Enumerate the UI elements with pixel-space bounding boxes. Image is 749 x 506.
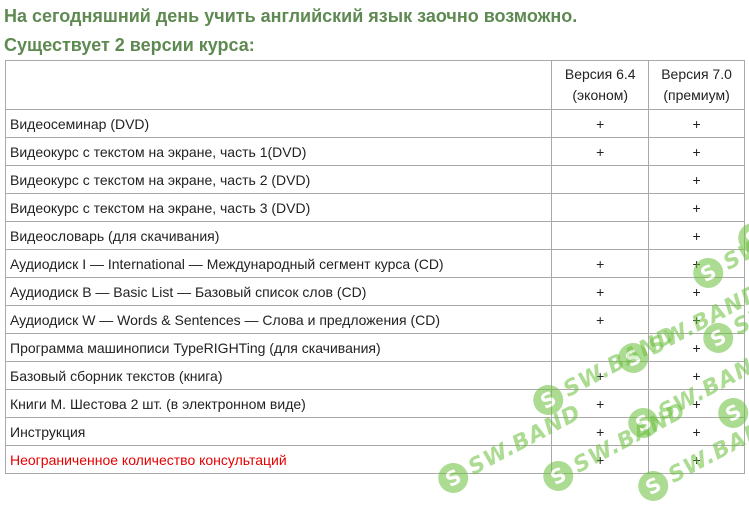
version-7-0-mark: + [648, 389, 745, 418]
version-7-0-mark: + [648, 277, 745, 306]
version-7-0-mark: + [648, 165, 745, 194]
row-label: Книги М. Шестова 2 шт. (в электронном ви… [4, 389, 553, 418]
version-6-4-mark [551, 333, 650, 362]
table-row: Инструкция + + [4, 417, 745, 446]
version-6-4-mark: + [551, 389, 650, 418]
version-6-4-mark [551, 193, 650, 222]
table-row: Базовый сборник текстов (книга) + + [4, 361, 745, 390]
version-7-0-mark: + [648, 445, 745, 474]
version-7-0-mark: + [648, 193, 745, 222]
table-row: Аудиодиск W — Words & Sentences — Слова … [4, 305, 745, 334]
table-row: Видеосеминар (DVD) + + [4, 109, 745, 138]
table-row: Аудиодиск B — Basic List — Базовый списо… [4, 277, 745, 306]
version-7-0-mark: + [648, 417, 745, 446]
version-6-4-mark: + [551, 417, 650, 446]
version-7-0-mark: + [648, 249, 745, 278]
row-label: Видеокурс с текстом на экране, часть 3 (… [4, 193, 553, 222]
row-label: Видеосеминар (DVD) [4, 109, 553, 138]
table-body: Видеосеминар (DVD) + + Видеокурс с текстом … [4, 109, 745, 474]
version-6-4-mark [551, 221, 650, 250]
table-row: Книги М. Шестова 2 шт. (в электронном ви… [4, 389, 745, 418]
heading-line-2: Существует 2 версии курса: [4, 35, 255, 55]
version-6-4-mark: + [551, 361, 650, 390]
header-version-7-0-subtitle: (премиум) [663, 87, 730, 103]
table-row: Видеословарь (для скачивания) + [4, 221, 745, 250]
version-6-4-mark: + [551, 305, 650, 334]
row-label: Аудиодиск I — International — Международ… [4, 249, 553, 278]
row-label: Базовый сборник текстов (книга) [4, 361, 553, 390]
header-version-7-0: Версия 7.0 (премиум) [648, 60, 745, 110]
row-label: Видеокурс с текстом на экране, часть 1(D… [4, 137, 553, 166]
version-7-0-mark: + [648, 109, 745, 138]
table-row: Неограниченное количество консультаций + + [4, 445, 745, 474]
header-version-6-4-title: Версия 6.4 [564, 66, 636, 82]
table-row: Видеокурс с текстом на экране, часть 2 (… [4, 165, 745, 194]
header-version-7-0-title: Версия 7.0 [661, 66, 732, 82]
table-row: Аудиодиск I — International — Международ… [4, 249, 745, 278]
header-version-6-4: Версия 6.4 (эконом) [551, 60, 650, 110]
version-6-4-mark: + [551, 277, 650, 306]
row-label: Видеокурс с текстом на экране, часть 2 (… [4, 165, 553, 194]
version-6-4-mark: + [551, 137, 650, 166]
row-label: Инструкция [4, 417, 553, 446]
row-label: Аудиодиск B — Basic List — Базовый списо… [4, 277, 553, 306]
version-6-4-mark: + [551, 109, 650, 138]
row-label: Неограниченное количество консультаций [4, 445, 553, 474]
table-row: Видеокурс с текстом на экране, часть 3 (… [4, 193, 745, 222]
version-7-0-mark: + [648, 361, 745, 390]
version-6-4-mark [551, 165, 650, 194]
table-header-row: Версия 6.4 (эконом) Версия 7.0 (премиум) [4, 60, 745, 110]
version-6-4-mark: + [551, 249, 650, 278]
version-7-0-mark: + [648, 333, 745, 362]
heading-line-1: На сегодняшний день учить английский язы… [4, 6, 578, 26]
row-label: Аудиодиск W — Words & Sentences — Слова … [4, 305, 553, 334]
comparison-table: Версия 6.4 (эконом) Версия 7.0 (премиум)… [4, 60, 745, 474]
table-row: Программа машинописи TypeRIGHTing (для с… [4, 333, 745, 362]
version-7-0-mark: + [648, 137, 745, 166]
version-6-4-mark: + [551, 445, 650, 474]
header-version-6-4-subtitle: (эконом) [572, 87, 629, 103]
version-7-0-mark: + [648, 305, 745, 334]
row-label: Видеословарь (для скачивания) [4, 221, 553, 250]
header-empty-cell [4, 60, 553, 110]
table-row: Видеокурс с текстом на экране, часть 1(D… [4, 137, 745, 166]
row-label: Программа машинописи TypeRIGHTing (для с… [4, 333, 553, 362]
version-7-0-mark: + [648, 221, 745, 250]
